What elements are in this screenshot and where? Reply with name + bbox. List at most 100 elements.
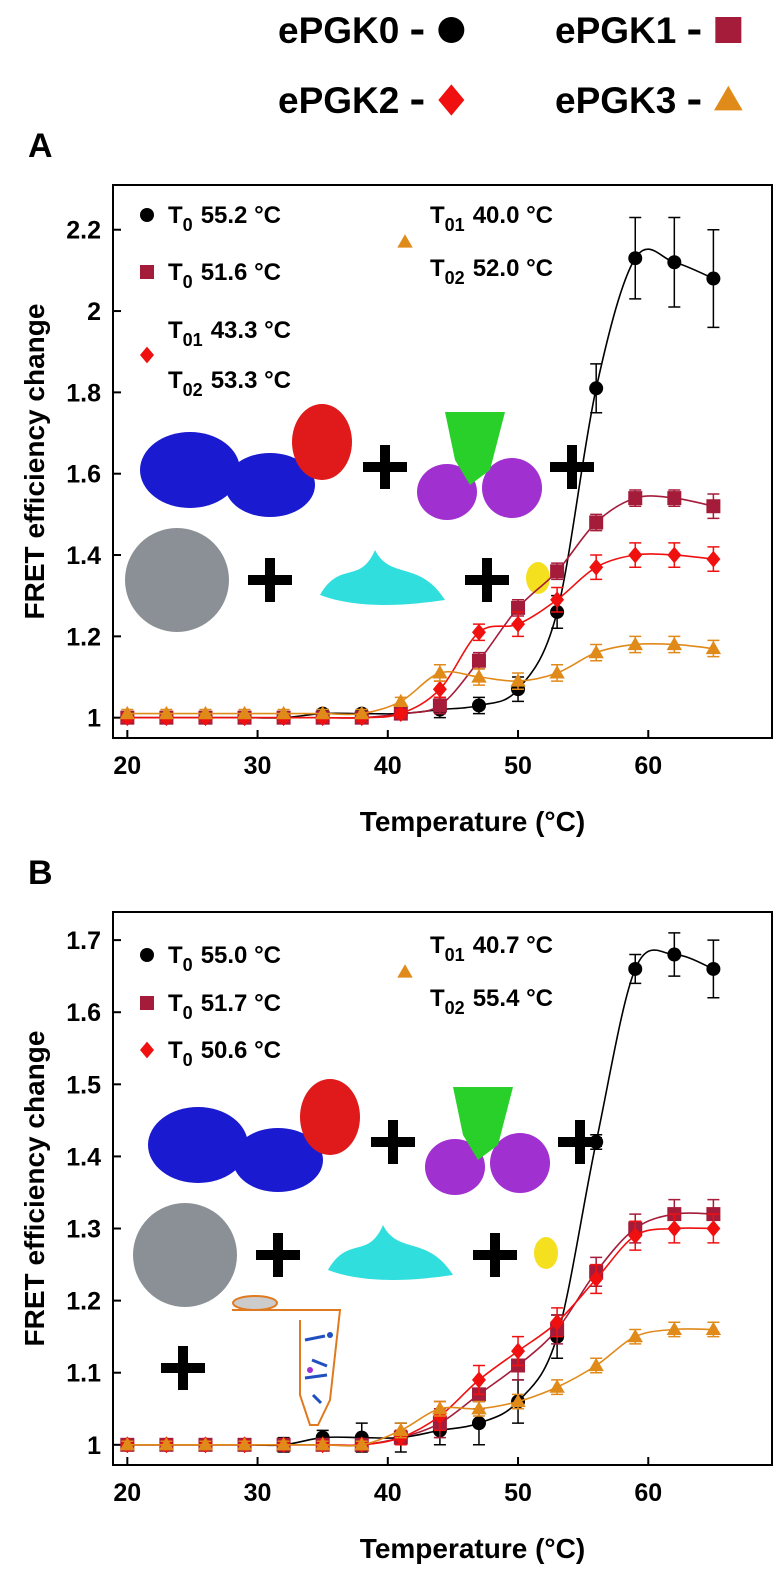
y-tick-label: 1.5: [66, 1071, 101, 1099]
annotation-text: 43.3 °C: [211, 317, 291, 344]
x-tick-label: 20: [113, 752, 141, 780]
marker: [667, 1220, 682, 1237]
fit-curve: [127, 949, 714, 1447]
y-tick-label: 2.2: [66, 217, 101, 245]
y-tick-label: 1.4: [66, 542, 101, 570]
annotation-symbol: T: [168, 202, 183, 229]
marker: [393, 1422, 409, 1436]
y-tick-label: 1.1: [66, 1360, 101, 1388]
marker: [550, 1313, 565, 1331]
marker: [511, 1342, 526, 1360]
annotation: T02 52.0 °C: [430, 255, 553, 288]
plot-frame: [112, 184, 773, 739]
y-tick-label: 1.2: [66, 1288, 101, 1316]
y-tick-label: 1: [87, 1432, 101, 1460]
annotation-subscript: 0: [183, 955, 193, 975]
marker: [588, 1357, 604, 1372]
marker: [550, 591, 565, 609]
marker: [393, 693, 409, 708]
marker: [705, 1321, 722, 1336]
annotation: T01 40.0 °C: [430, 202, 553, 235]
annotation-symbol: T: [430, 985, 445, 1012]
legend-label: ePGK3: [555, 80, 676, 121]
marker: [667, 947, 682, 962]
marker: [705, 640, 722, 655]
marker: [314, 1437, 331, 1451]
marker: [236, 1437, 253, 1451]
fit-curve: [127, 642, 714, 716]
marker: [354, 1437, 370, 1451]
annotation-marker: [140, 265, 154, 279]
y-tick-label: 1.6: [66, 461, 101, 489]
marker: [119, 1437, 136, 1451]
marker: [471, 1371, 486, 1389]
annotation-symbol: T: [168, 942, 183, 969]
annotation: T0 55.0 °C: [168, 942, 281, 975]
plot-frame: [112, 911, 773, 1466]
marker: [706, 1220, 721, 1237]
legend-marker: [438, 17, 465, 43]
marker: [432, 680, 447, 698]
x-axis-title: Temperature (°C): [360, 806, 585, 837]
x-tick-label: 30: [244, 1479, 272, 1507]
annotation-subscript: 0: [183, 272, 193, 292]
panel-label: A: [28, 127, 53, 165]
marker: [197, 705, 214, 720]
marker: [589, 1270, 604, 1288]
protein-illustration: [125, 404, 594, 632]
annotation-marker: [140, 948, 154, 962]
marker: [550, 564, 565, 579]
legend-label: ePGK0: [278, 10, 399, 51]
annotation-text: 55.0 °C: [201, 942, 281, 969]
annotation-text: 55.2 °C: [201, 202, 281, 229]
y-tick-label: 2: [87, 298, 101, 326]
annotation: T02 53.3 °C: [168, 367, 291, 400]
x-tick-label: 30: [244, 752, 272, 780]
marker: [549, 665, 565, 679]
marker: [236, 705, 253, 720]
y-tick-label: 1.3: [66, 1216, 101, 1244]
y-tick-label: 1.7: [66, 927, 101, 955]
annotation-subscript: 01: [183, 330, 203, 350]
marker: [706, 961, 721, 976]
annotation-marker: [140, 208, 154, 222]
marker: [275, 1437, 292, 1451]
protein-illustration: [133, 1079, 602, 1307]
marker: [119, 705, 136, 720]
legend-marker: [438, 84, 465, 116]
annotation-marker: [140, 996, 154, 1010]
marker: [667, 546, 682, 564]
marker: [471, 698, 486, 713]
legend-marker: [714, 85, 743, 111]
annotation-text: 50.6 °C: [201, 1037, 281, 1064]
annotation: T01 40.7 °C: [430, 932, 553, 965]
annotation: T0 55.2 °C: [168, 202, 281, 235]
annotation-subscript: 01: [445, 215, 465, 235]
annotation-symbol: T: [430, 255, 445, 282]
marker: [471, 1401, 487, 1415]
annotation-marker: [397, 234, 413, 248]
marker: [706, 499, 721, 514]
tube-illustration: [161, 1295, 342, 1426]
legend-label: ePGK2: [278, 80, 399, 121]
y-tick-label: 1.4: [66, 1143, 101, 1171]
annotation-subscript: 01: [445, 945, 465, 965]
marker: [667, 491, 682, 506]
marker: [706, 271, 721, 286]
legend-label: ePGK1: [555, 10, 676, 51]
marker: [666, 636, 683, 651]
marker: [666, 1321, 683, 1336]
marker: [197, 1437, 214, 1451]
marker: [471, 1416, 486, 1431]
annotation: T02 55.4 °C: [430, 985, 553, 1018]
annotation-text: 51.7 °C: [201, 990, 281, 1017]
marker: [589, 515, 604, 530]
marker: [589, 558, 604, 576]
marker: [511, 615, 526, 633]
annotation-text: 53.3 °C: [211, 367, 291, 394]
annotation-marker: [140, 346, 154, 364]
annotation-marker: [397, 964, 413, 978]
marker: [589, 1134, 604, 1149]
annotation: T0 51.7 °C: [168, 990, 281, 1023]
marker: [471, 623, 486, 641]
